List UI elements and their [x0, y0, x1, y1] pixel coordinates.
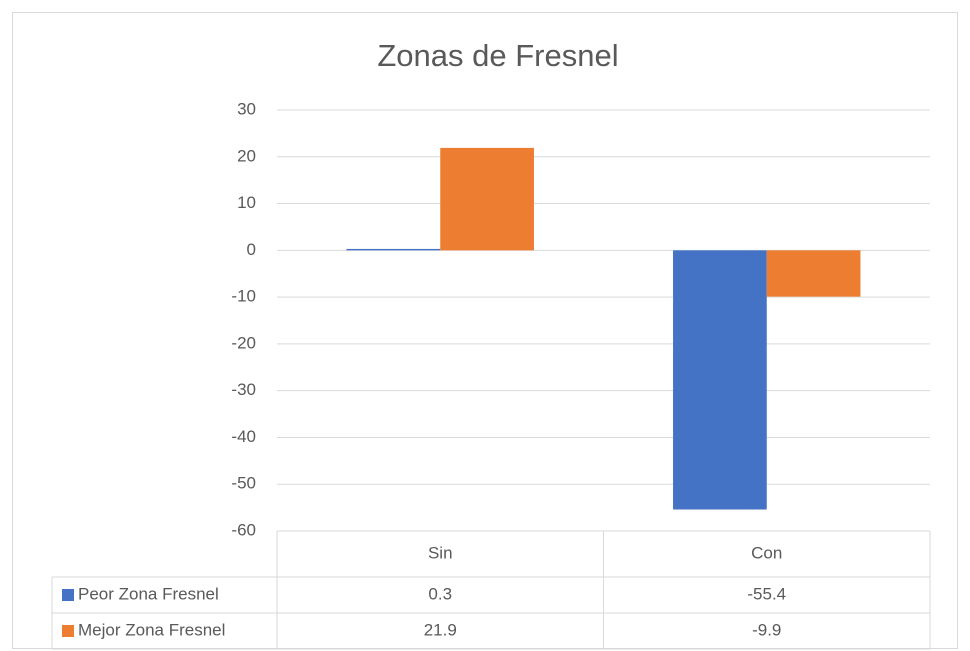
bar — [440, 147, 534, 251]
x-tick-label: Con — [751, 543, 782, 562]
bar — [673, 250, 767, 510]
chart-title: Zonas de Fresnel — [377, 38, 618, 73]
table-value: 21.9 — [424, 620, 457, 639]
legend-label: Peor Zona Fresnel — [78, 584, 219, 603]
y-tick-label: -60 — [231, 520, 256, 539]
y-tick-label: -50 — [231, 474, 256, 493]
table-value: 0.3 — [428, 584, 452, 603]
legend-key — [62, 625, 74, 637]
y-tick-label: 0 — [247, 240, 256, 259]
y-tick-label: 30 — [237, 99, 256, 118]
legend-key — [62, 589, 74, 601]
y-tick-label: -20 — [231, 333, 256, 352]
table-value: -55.4 — [747, 584, 786, 603]
y-tick-label: 20 — [237, 146, 256, 165]
y-tick-label: -10 — [231, 287, 256, 306]
legend-label: Mejor Zona Fresnel — [78, 620, 225, 639]
chart-border — [12, 12, 958, 649]
bar — [346, 248, 441, 251]
y-tick-label: 10 — [237, 193, 256, 212]
y-tick-label: -30 — [231, 380, 256, 399]
bar — [766, 250, 861, 297]
x-tick-label: Sin — [428, 543, 453, 562]
y-tick-label: -40 — [231, 427, 256, 446]
table-value: -9.9 — [752, 620, 781, 639]
